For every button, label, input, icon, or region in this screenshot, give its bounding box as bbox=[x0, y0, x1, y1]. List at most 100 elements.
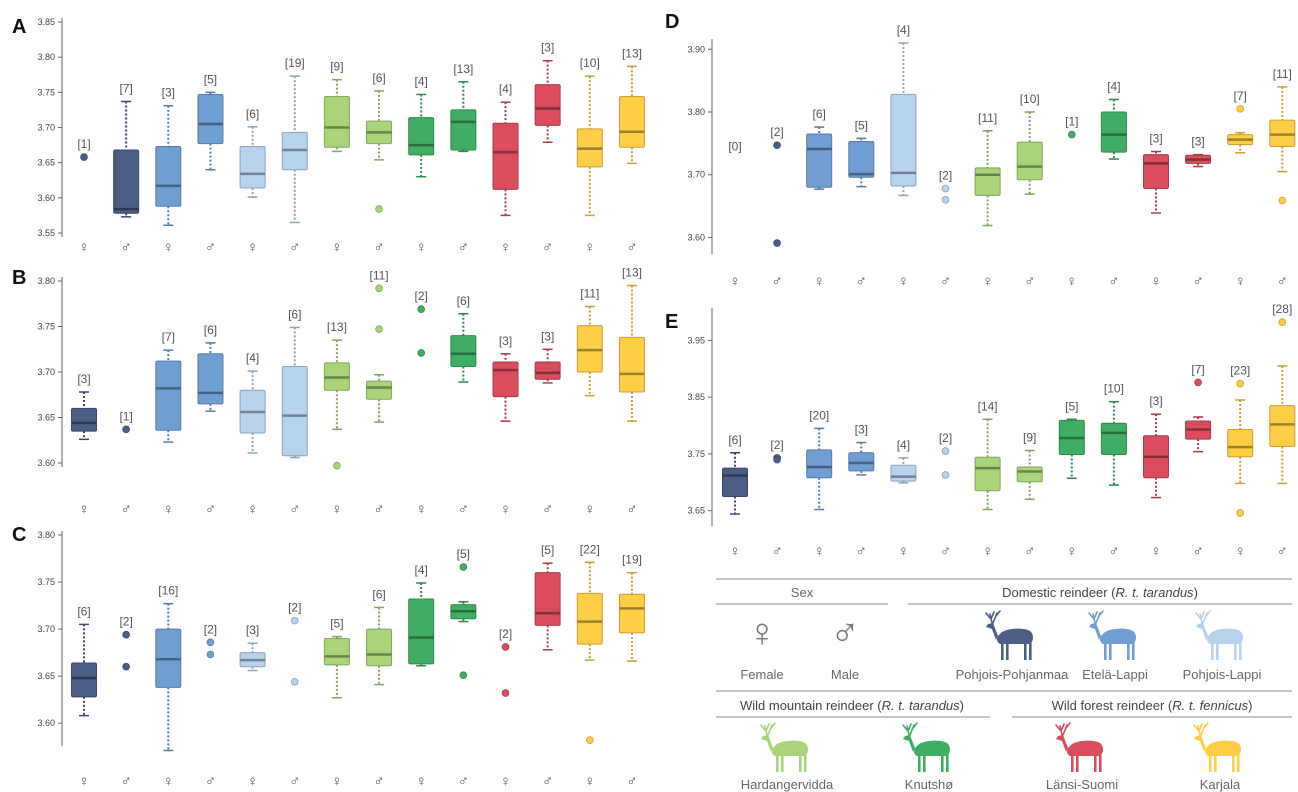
sample-size-label: [7] bbox=[1191, 362, 1204, 376]
male-symbol-icon: ♂ bbox=[856, 273, 867, 290]
sample-size-label: [2] bbox=[415, 289, 428, 303]
box-group-female: [10] ♀ bbox=[576, 56, 603, 256]
box-iqr bbox=[239, 145, 266, 189]
legend-population-label: Hardangervidda bbox=[741, 777, 834, 792]
sample-size-label: [3] bbox=[1149, 394, 1162, 408]
sample-size-label: [2] bbox=[770, 125, 783, 139]
data-point bbox=[122, 425, 130, 434]
box-group-female: [1] ♀ bbox=[77, 137, 90, 256]
reindeer-icon bbox=[760, 722, 808, 772]
panel-letter: B bbox=[12, 267, 26, 289]
box-iqr bbox=[618, 336, 645, 393]
female-symbol-icon: ♀ bbox=[331, 773, 342, 790]
sample-size-label: [5] bbox=[1065, 399, 1078, 413]
female-symbol-icon: ♀ bbox=[500, 501, 511, 518]
legend-population-label: Pohjois-Pohjanmaa bbox=[956, 667, 1070, 682]
panel-letter: A bbox=[12, 16, 26, 38]
sample-size-label: [3] bbox=[541, 329, 554, 343]
reindeer-leg bbox=[946, 755, 949, 772]
female-symbol-icon: ♀ bbox=[814, 543, 825, 560]
box-iqr bbox=[1100, 111, 1127, 153]
panel-b: B 3.60 3.65 3.70 3.75 3.80 [3] ♀ [1] ♂ [7] ♀ [6] ♂ [4]… bbox=[12, 266, 645, 518]
data-point bbox=[459, 563, 468, 571]
legend-female-label: Female bbox=[740, 667, 783, 682]
female-symbol-icon: ♀ bbox=[1150, 543, 1161, 560]
sample-size-label: [19] bbox=[285, 56, 305, 70]
sample-size-label: [2] bbox=[939, 431, 952, 445]
male-symbol-icon: ♂ bbox=[373, 501, 384, 518]
sample-size-label: [13] bbox=[453, 62, 473, 76]
legend-item: Pohjois-Lappi bbox=[1183, 610, 1261, 682]
box-iqr bbox=[492, 122, 519, 190]
female-symbol-icon: ♀ bbox=[78, 239, 89, 256]
box-group-female: [4] ♀ bbox=[408, 563, 435, 790]
male-symbol-icon: ♂ bbox=[289, 239, 300, 256]
box-iqr bbox=[534, 84, 561, 126]
box-group-female: [11] ♀ bbox=[576, 286, 603, 518]
sample-size-label: [2] bbox=[204, 622, 217, 636]
y-tick-label: 3.75 bbox=[37, 87, 55, 97]
sample-size-label: [10] bbox=[1104, 382, 1124, 396]
y-tick-label: 3.65 bbox=[687, 506, 705, 516]
box-group-female: [3] ♀ bbox=[492, 334, 519, 518]
reindeer-leg bbox=[1237, 755, 1240, 772]
reindeer-leg bbox=[1216, 643, 1219, 660]
reindeer-leg bbox=[923, 755, 926, 772]
male-symbol-icon: ♂ bbox=[771, 273, 782, 290]
reindeer-icon bbox=[1195, 610, 1243, 660]
box-group-female: [6] ♀ bbox=[722, 433, 748, 560]
data-point bbox=[290, 616, 299, 625]
reindeer-leg bbox=[1209, 755, 1212, 772]
y-tick-label: 3.70 bbox=[687, 170, 705, 180]
reindeer-icon bbox=[902, 722, 950, 772]
box-iqr bbox=[848, 140, 875, 178]
box-group-female: [22] ♀ bbox=[576, 542, 603, 790]
reindeer-leg bbox=[1104, 643, 1107, 660]
box-iqr bbox=[155, 145, 182, 207]
sample-size-label: [2] bbox=[499, 627, 512, 641]
legend-population-label: Karjala bbox=[1200, 777, 1241, 792]
y-tick-label: 3.65 bbox=[37, 413, 55, 423]
legend-item: Etelä-Lappi bbox=[1082, 610, 1148, 682]
sample-size-label: [7] bbox=[1234, 89, 1247, 103]
y-tick-label: 3.85 bbox=[37, 17, 55, 27]
reindeer-leg bbox=[1029, 643, 1032, 660]
box-group-female: [6] ♀ bbox=[806, 107, 833, 290]
box-group-female: [3] ♀ bbox=[239, 623, 266, 790]
reindeer-body bbox=[914, 740, 950, 756]
box-group-female: [4] ♀ bbox=[890, 23, 917, 290]
box-group-female: [5] ♀ bbox=[1058, 399, 1085, 560]
box-group-male: [19] ♂ bbox=[281, 56, 308, 256]
box-group-male: [6] ♂ bbox=[366, 587, 393, 790]
sample-size-label: [4] bbox=[1107, 79, 1120, 93]
panel-letter: D bbox=[665, 11, 679, 33]
y-tick-label: 3.70 bbox=[37, 367, 55, 377]
female-symbol-icon: ♀ bbox=[584, 773, 595, 790]
box-iqr bbox=[1016, 141, 1043, 181]
female-symbol-icon: ♀ bbox=[982, 273, 993, 290]
sample-size-label: [4] bbox=[499, 82, 512, 96]
y-tick-label: 3.80 bbox=[37, 276, 55, 286]
box-group-male: [11] ♂ bbox=[366, 268, 393, 518]
y-tick-label: 3.80 bbox=[687, 107, 705, 117]
data-point bbox=[585, 736, 594, 744]
reindeer-leg bbox=[776, 755, 779, 772]
box-iqr bbox=[408, 117, 435, 156]
female-symbol-icon: ♀ bbox=[78, 501, 89, 518]
legend-item: Hardangervidda bbox=[741, 722, 834, 792]
female-symbol-icon: ♀ bbox=[500, 773, 511, 790]
box-group-female: [23] ♀ bbox=[1227, 364, 1254, 560]
female-symbol-icon: ♀ bbox=[729, 273, 740, 290]
sample-size-label: [4] bbox=[415, 74, 428, 88]
sample-size-label: [6] bbox=[246, 107, 259, 121]
female-symbol-icon: ♀ bbox=[500, 239, 511, 256]
box-group-male: [5] ♂ bbox=[534, 543, 561, 790]
box-group-male: [3] ♂ bbox=[534, 41, 561, 256]
male-symbol-icon: ♂ bbox=[1277, 543, 1288, 560]
y-tick-label: 3.90 bbox=[687, 44, 705, 54]
box-iqr bbox=[113, 149, 140, 214]
reindeer-leg bbox=[1239, 643, 1242, 660]
sample-size-label: [4] bbox=[415, 563, 428, 577]
data-point bbox=[1194, 378, 1202, 387]
box-group-male: [2] ♂ bbox=[939, 169, 952, 290]
